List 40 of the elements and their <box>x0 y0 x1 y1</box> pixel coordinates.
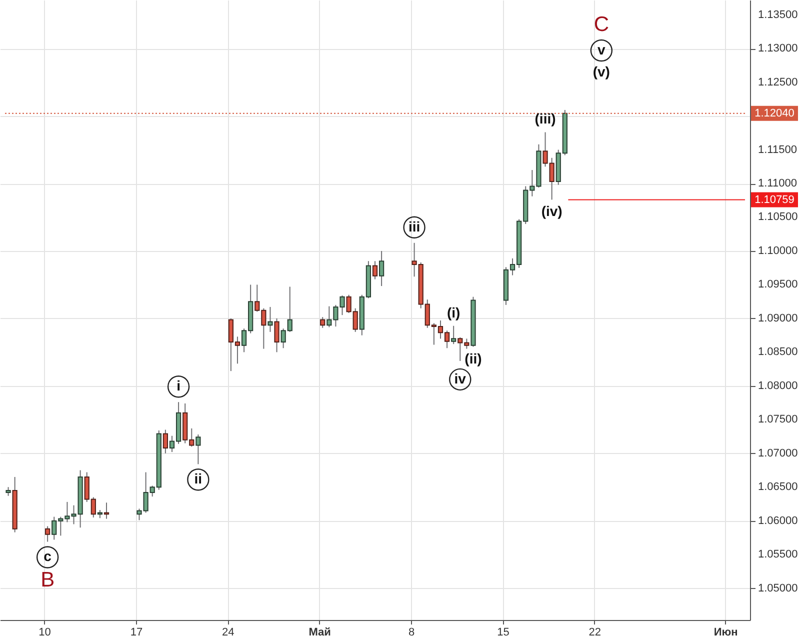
ref-line-label: 1.10759 <box>754 194 794 206</box>
y-tick-label: 1.12500 <box>758 76 798 88</box>
annotation: v <box>598 42 606 58</box>
y-tick-label: 1.09500 <box>758 278 798 291</box>
annotation: iii <box>408 218 420 234</box>
annotation: c <box>44 548 52 564</box>
y-tick-label: 1.05500 <box>758 548 798 561</box>
ref-line-label: 1.12040 <box>754 107 794 120</box>
annotation: B <box>40 568 55 592</box>
x-tick-label: 24 <box>222 626 234 637</box>
y-tick-label: 1.08000 <box>758 380 798 392</box>
y-tick-label: 1.09000 <box>758 312 798 324</box>
x-tick-label: 22 <box>588 626 602 637</box>
x-tick-label: 10 <box>38 626 51 637</box>
y-tick-label: 1.13500 <box>758 8 798 21</box>
annotation: (iii) <box>534 110 556 127</box>
y-tick-label: 1.06000 <box>758 514 798 527</box>
annotation: ii <box>194 470 202 487</box>
annotation: (v) <box>592 64 610 80</box>
y-tick-label: 1.11500 <box>758 144 797 156</box>
y-tick-label: 1.10000 <box>758 244 798 257</box>
annotation: (ii) <box>464 350 482 366</box>
annotation: iv <box>454 370 466 386</box>
x-tick-label: 17 <box>130 626 143 637</box>
y-tick-label: 1.05000 <box>758 582 798 594</box>
annotation: (i) <box>446 304 460 320</box>
y-tick-label: 1.07000 <box>758 447 798 460</box>
y-tick-label: 1.10500 <box>758 211 798 224</box>
annotation: i <box>176 378 180 394</box>
y-tick-label: 1.11000 <box>758 178 797 190</box>
y-tick-label: 1.07500 <box>758 414 798 426</box>
x-tick-label: 8 <box>408 626 415 637</box>
annotation: (iv) <box>541 203 562 220</box>
y-tick-label: 1.06500 <box>758 481 798 494</box>
x-tick-label: Май <box>308 626 331 637</box>
y-tick-label: 1.08500 <box>758 346 798 358</box>
annotation: C <box>594 13 610 36</box>
x-tick-label: 15 <box>497 626 510 637</box>
y-tick-label: 1.13000 <box>758 42 798 55</box>
x-tick-label: Июн <box>714 626 738 637</box>
